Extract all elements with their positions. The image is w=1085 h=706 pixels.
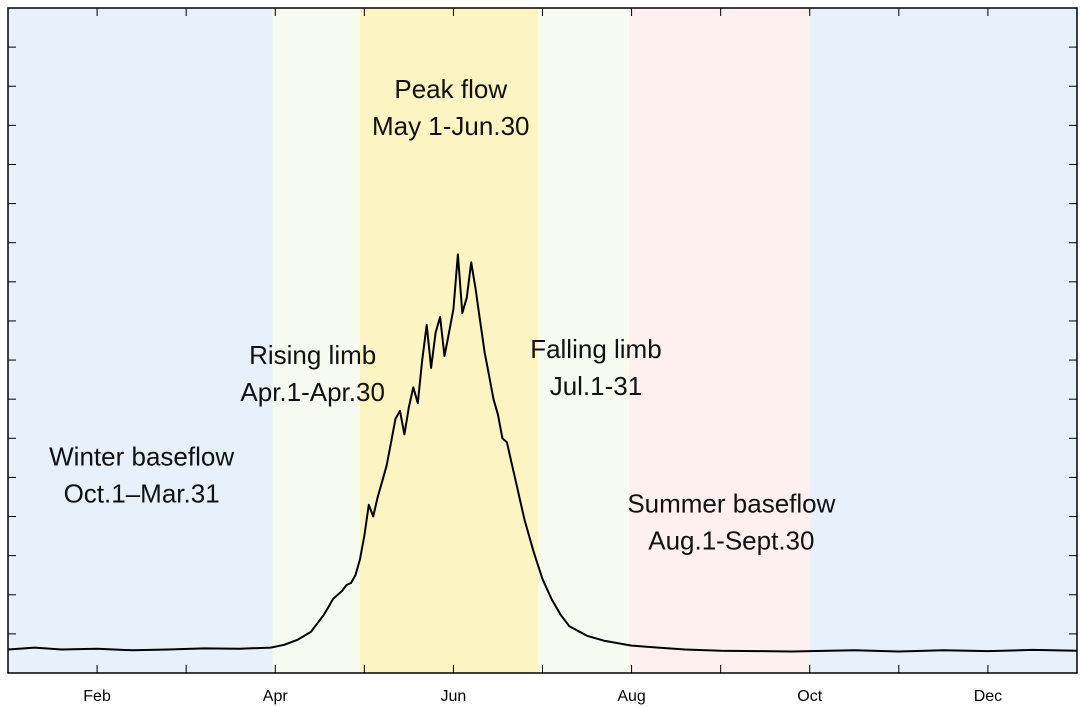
annotation-winter-baseflow-line-1: Winter baseflow <box>49 442 234 472</box>
annotation-rising-limb: Rising limb Apr.1-Apr.30 <box>240 340 385 407</box>
rising-limb-band <box>272 8 360 673</box>
x-tick-label: Feb <box>83 688 111 705</box>
peak-flow-band <box>359 8 539 673</box>
summer-baseflow-band <box>628 8 810 673</box>
x-axis-ticks <box>7 8 1078 673</box>
winter-baseflow-band-late <box>809 8 1077 673</box>
falling-limb-band <box>538 8 629 673</box>
annotation-winter-baseflow: Winter baseflow Oct.1–Mar.31 <box>49 442 234 509</box>
annotation-falling-limb-line-1: Falling limb <box>530 334 662 364</box>
annotation-rising-limb-line-1: Rising limb <box>249 340 376 370</box>
season-bands <box>8 8 1077 673</box>
y-axis-ticks <box>8 7 1077 674</box>
annotation-summer-baseflow: Summer baseflow Aug.1-Sept.30 <box>627 489 835 556</box>
annotation-winter-baseflow-line-2: Oct.1–Mar.31 <box>64 479 220 509</box>
x-tick-label: Aug <box>617 688 645 705</box>
x-tick-label: Oct <box>797 688 822 705</box>
annotation-falling-limb-line-2: Jul.1-31 <box>550 371 643 401</box>
x-tick-label: Jun <box>441 688 467 705</box>
x-axis-labels: Feb Apr Jun Aug Oct Dec <box>83 688 1002 705</box>
annotation-summer-baseflow-line-1: Summer baseflow <box>627 489 835 519</box>
discharge-line <box>7 253 1078 653</box>
x-tick-label: Dec <box>974 688 1002 705</box>
annotation-rising-limb-line-2: Apr.1-Apr.30 <box>240 377 385 407</box>
annotations: Winter baseflow Oct.1–Mar.31 Rising limb Ap… <box>49 74 835 556</box>
annotation-peak-flow-line-1: Peak flow <box>394 74 507 104</box>
annotation-falling-limb: Falling limb Jul.1-31 <box>530 334 662 401</box>
x-tick-label: Apr <box>263 688 289 705</box>
series-layer <box>7 253 1078 653</box>
winter-baseflow-band-early <box>8 8 273 673</box>
annotation-peak-flow-line-2: May 1-Jun.30 <box>372 111 530 141</box>
annotation-summer-baseflow-line-2: Aug.1-Sept.30 <box>648 526 814 556</box>
annotation-peak-flow: Peak flow May 1-Jun.30 <box>372 74 530 141</box>
